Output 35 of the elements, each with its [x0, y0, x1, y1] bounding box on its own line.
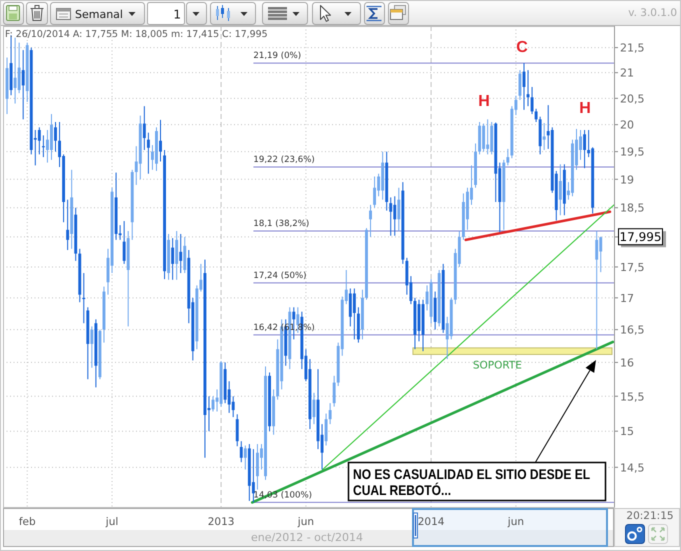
band-label: SOPORTE	[472, 359, 522, 372]
x-tick-label: feb	[18, 516, 36, 528]
y-tick-label: 17,5	[620, 260, 644, 274]
text: 1	[173, 8, 181, 22]
x-tick-label: jun	[296, 516, 314, 528]
x-tick-label: jun	[506, 516, 524, 528]
y-tick-label: 20	[620, 118, 634, 132]
annotation: NO ES CASUALIDAD EL SITIO DESDE EL CUAL REBOTÓ...	[353, 466, 590, 498]
y-tick-label: 18,5	[620, 202, 644, 215]
chart-subtitle: F: 26/10/2014 A: 17,755 M: 18,005 m: 17,415 C: 17,995	[5, 29, 268, 40]
annotation: H	[579, 100, 591, 116]
y-tick-label: 19,5	[620, 146, 644, 159]
y-tick-label: 21	[620, 66, 634, 80]
y-tick-label: 15,5	[620, 390, 644, 404]
annotation: C	[516, 38, 528, 56]
text: v. 3.0.1.0	[628, 7, 677, 19]
y-tick-label: 20,5	[620, 92, 644, 106]
y-tick-label: 15	[620, 425, 634, 438]
text: Semanal	[75, 8, 123, 21]
ref-line-label: 17,24 (50%)	[253, 270, 307, 281]
y-tick-label: 16	[620, 356, 634, 370]
ref-line-label: 19,22 (23,6%)	[253, 155, 315, 166]
ref-line-label: 21,19 (0%)	[253, 51, 302, 62]
text: ene/2012 - oct/2014	[251, 531, 363, 544]
y-tick-label: 16,5	[620, 324, 644, 337]
annotation: H	[478, 92, 490, 110]
y-tick-label: 19	[620, 173, 634, 186]
y-tick-label: 21,5	[620, 42, 644, 55]
text: 20:21:15	[626, 510, 674, 522]
x-tick-label: jul	[104, 516, 118, 528]
x-tick-label: 2013	[208, 516, 234, 528]
y-tick-label: 14,5	[620, 461, 644, 474]
ref-line-label: 18,1 (38,2%)	[253, 219, 310, 230]
y-tick-label: 17	[620, 292, 634, 305]
x-tick-label: 2014	[418, 516, 445, 528]
